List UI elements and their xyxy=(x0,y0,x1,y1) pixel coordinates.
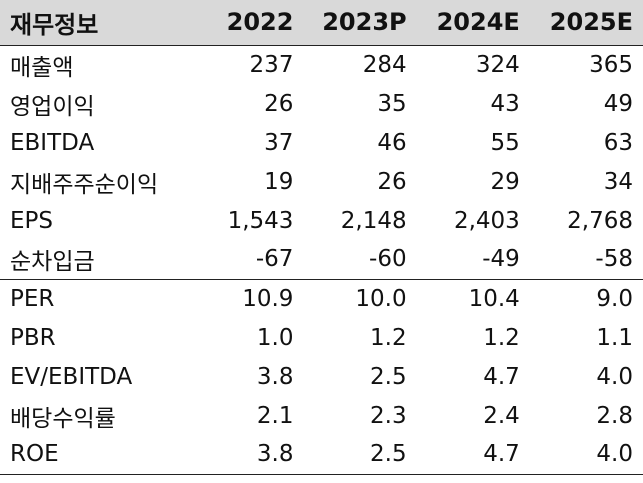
cell-value: 4.0 xyxy=(596,363,633,390)
cell-value: 2,403 xyxy=(453,207,520,234)
header-year-2022: 2022 xyxy=(226,8,294,37)
header-label: 재무정보 xyxy=(10,10,99,39)
table-row: PBR 1.0 1.2 1.2 1.1 xyxy=(0,318,643,357)
cell-value: 324 xyxy=(475,51,520,78)
cell-value: -58 xyxy=(595,246,633,273)
cell-value: 9.0 xyxy=(529,278,643,318)
cell-value: 35 xyxy=(377,90,407,117)
row-label: 배당수익률 xyxy=(10,405,116,432)
cell-value: 2,148 xyxy=(340,207,407,234)
row-label: ROE xyxy=(0,435,191,475)
table-row: 매출액 237 284 324 365 xyxy=(0,45,643,84)
cell-value: 1.2 xyxy=(370,324,407,351)
cell-value: 10.9 xyxy=(190,278,304,318)
table-row: PER 10.9 10.0 10.4 9.0 xyxy=(0,278,643,318)
cell-value: 46 xyxy=(377,129,407,156)
header-year-2024e: 2024E xyxy=(436,8,520,37)
cell-value: 1.0 xyxy=(256,324,294,351)
cell-value: 43 xyxy=(490,90,520,117)
cell-value: 34 xyxy=(603,168,633,195)
header-row: 재무정보 2022 2023P 2024E 2025E xyxy=(0,0,643,45)
row-label: 영업이익 xyxy=(10,93,95,120)
cell-value: 10.0 xyxy=(303,278,417,318)
cell-value: -49 xyxy=(482,246,520,273)
cell-value: 2.4 xyxy=(483,402,520,429)
row-label: 지배주주순이익 xyxy=(10,171,159,198)
table-header: 재무정보 2022 2023P 2024E 2025E xyxy=(0,0,643,45)
row-label: PER xyxy=(0,278,191,318)
cell-value: 19 xyxy=(264,168,294,195)
cell-value: 237 xyxy=(249,51,294,78)
row-label: 순차입금 xyxy=(10,249,95,276)
cell-value: 29 xyxy=(490,168,520,195)
table-row: ROE 3.8 2.5 4.7 4.0 xyxy=(0,435,643,475)
cell-value: 2.5 xyxy=(370,363,407,390)
row-label: PBR xyxy=(10,324,56,351)
cell-value: 3.8 xyxy=(256,363,294,390)
cell-value: 49 xyxy=(603,90,633,117)
cell-value: 284 xyxy=(362,51,407,78)
cell-value: -67 xyxy=(255,246,294,273)
cell-value: 1,543 xyxy=(227,207,294,234)
cell-value: -60 xyxy=(369,246,407,273)
table-body: 매출액 237 284 324 365 영업이익 26 35 43 49 EBI… xyxy=(0,45,643,475)
cell-value: 10.4 xyxy=(416,278,530,318)
table-row: 순차입금 -67 -60 -49 -58 xyxy=(0,240,643,279)
cell-value: 2.5 xyxy=(303,435,417,475)
table-row: 영업이익 26 35 43 49 xyxy=(0,84,643,123)
header-year-2025e: 2025E xyxy=(549,8,633,37)
row-label: EPS xyxy=(10,207,54,234)
cell-value: 26 xyxy=(377,168,407,195)
cell-value: 2.8 xyxy=(596,402,633,429)
table-row: EBITDA 37 46 55 63 xyxy=(0,123,643,162)
cell-value: 365 xyxy=(589,51,633,78)
cell-value: 4.0 xyxy=(529,435,643,475)
row-label: 매출액 xyxy=(10,54,74,81)
cell-value: 1.1 xyxy=(596,324,633,351)
header-year-2023p: 2023P xyxy=(322,8,407,37)
cell-value: 55 xyxy=(490,129,520,156)
table-row: EPS 1,543 2,148 2,403 2,768 xyxy=(0,201,643,240)
table-row: EV/EBITDA 3.8 2.5 4.7 4.0 xyxy=(0,357,643,396)
row-label: EBITDA xyxy=(10,129,95,156)
cell-value: 26 xyxy=(264,90,294,117)
cell-value: 2,768 xyxy=(567,207,633,234)
row-label: EV/EBITDA xyxy=(10,363,133,390)
cell-value: 4.7 xyxy=(416,435,530,475)
cell-value: 3.8 xyxy=(190,435,304,475)
cell-value: 37 xyxy=(264,129,294,156)
cell-value: 2.1 xyxy=(256,402,294,429)
table-row: 지배주주순이익 19 26 29 34 xyxy=(0,162,643,201)
cell-value: 63 xyxy=(603,129,633,156)
cell-value: 4.7 xyxy=(483,363,520,390)
cell-value: 1.2 xyxy=(483,324,520,351)
table-row: 배당수익률 2.1 2.3 2.4 2.8 xyxy=(0,396,643,435)
cell-value: 2.3 xyxy=(370,402,407,429)
